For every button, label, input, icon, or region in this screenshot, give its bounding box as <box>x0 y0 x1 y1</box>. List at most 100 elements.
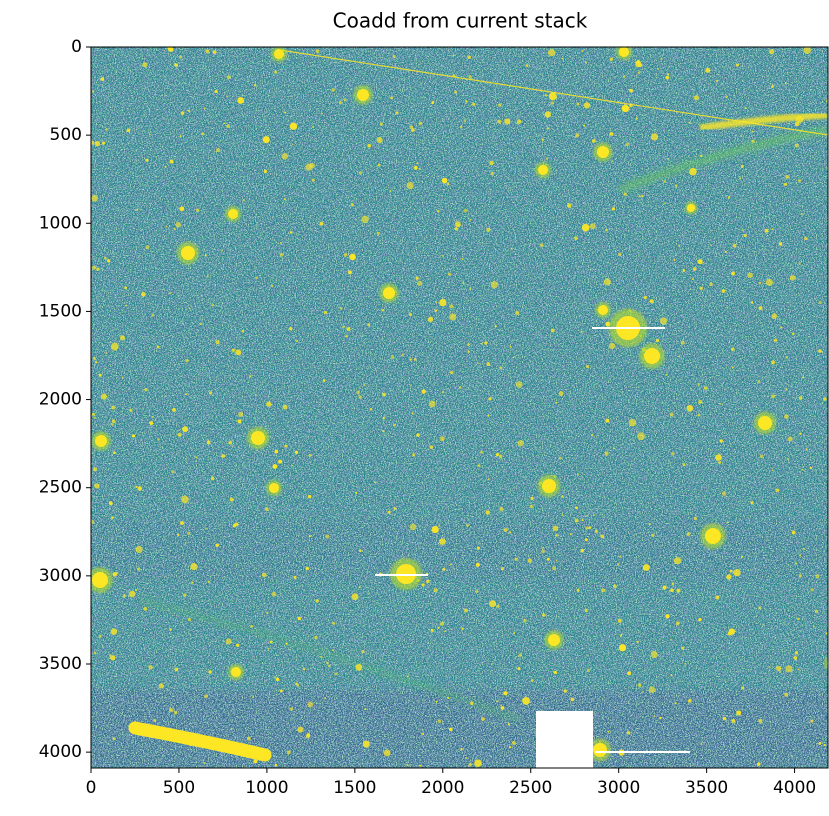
star <box>348 270 352 275</box>
star <box>382 430 385 433</box>
star <box>297 616 301 621</box>
star <box>271 591 277 597</box>
star <box>460 747 463 751</box>
star <box>187 109 191 112</box>
star <box>626 731 631 735</box>
star <box>412 453 416 457</box>
star <box>296 684 300 687</box>
star <box>92 90 95 93</box>
star <box>331 88 336 92</box>
star <box>638 683 642 687</box>
star <box>452 54 455 57</box>
star <box>187 617 192 622</box>
star <box>180 111 185 115</box>
star <box>750 501 754 505</box>
star <box>558 391 564 396</box>
star <box>650 133 659 141</box>
star <box>678 355 680 358</box>
star <box>116 572 119 574</box>
star <box>100 77 105 81</box>
star <box>529 504 534 509</box>
star <box>671 582 675 586</box>
x-tick-label: 2000 <box>421 778 464 798</box>
star <box>785 388 788 391</box>
star <box>94 140 101 147</box>
star <box>419 764 422 767</box>
star <box>437 626 440 630</box>
star <box>234 522 239 527</box>
star <box>542 546 545 549</box>
star <box>799 432 802 435</box>
y-tick-label: 4000 <box>39 742 82 762</box>
star <box>485 510 490 515</box>
star <box>798 396 803 400</box>
star <box>252 695 255 699</box>
star <box>794 143 799 148</box>
star <box>499 507 504 512</box>
star <box>279 253 284 257</box>
star <box>226 75 231 80</box>
star <box>618 252 622 256</box>
star <box>408 312 413 317</box>
star <box>743 234 747 238</box>
star <box>516 119 522 124</box>
star <box>586 514 589 517</box>
star <box>448 272 452 276</box>
star <box>462 281 465 284</box>
star <box>125 304 127 307</box>
star <box>94 361 98 364</box>
star <box>446 182 450 186</box>
star <box>181 495 189 504</box>
star <box>363 384 366 386</box>
star <box>542 479 556 493</box>
star <box>809 466 812 470</box>
star <box>188 741 194 747</box>
star <box>367 323 371 327</box>
star <box>110 655 116 661</box>
star <box>124 286 128 290</box>
star <box>105 128 109 131</box>
star <box>580 330 583 333</box>
star <box>771 469 774 472</box>
star <box>105 352 108 355</box>
star <box>367 143 372 148</box>
star <box>598 305 608 315</box>
star <box>719 439 723 443</box>
star <box>464 608 469 613</box>
star <box>238 411 244 417</box>
star <box>208 670 212 674</box>
star <box>94 483 100 489</box>
star <box>272 464 278 470</box>
star-halo <box>824 656 828 670</box>
star <box>467 350 470 353</box>
star <box>137 567 141 571</box>
star <box>784 414 789 419</box>
star <box>374 481 377 484</box>
star <box>284 111 287 114</box>
star <box>605 418 610 423</box>
star <box>309 162 315 169</box>
star <box>185 393 187 396</box>
star <box>228 209 238 219</box>
star <box>500 704 502 707</box>
star <box>289 707 294 711</box>
star <box>382 417 385 420</box>
star <box>226 124 231 129</box>
star <box>357 89 369 101</box>
star <box>682 463 686 467</box>
star <box>804 236 808 241</box>
star <box>591 139 596 143</box>
star <box>338 101 342 105</box>
star <box>110 628 118 636</box>
star <box>204 527 207 530</box>
star <box>171 470 175 474</box>
star <box>495 452 500 457</box>
star <box>274 49 284 59</box>
star <box>580 548 584 553</box>
star <box>619 555 622 558</box>
star <box>601 588 605 593</box>
star <box>449 313 457 321</box>
star <box>184 457 187 460</box>
star <box>435 700 438 703</box>
star <box>369 407 373 411</box>
